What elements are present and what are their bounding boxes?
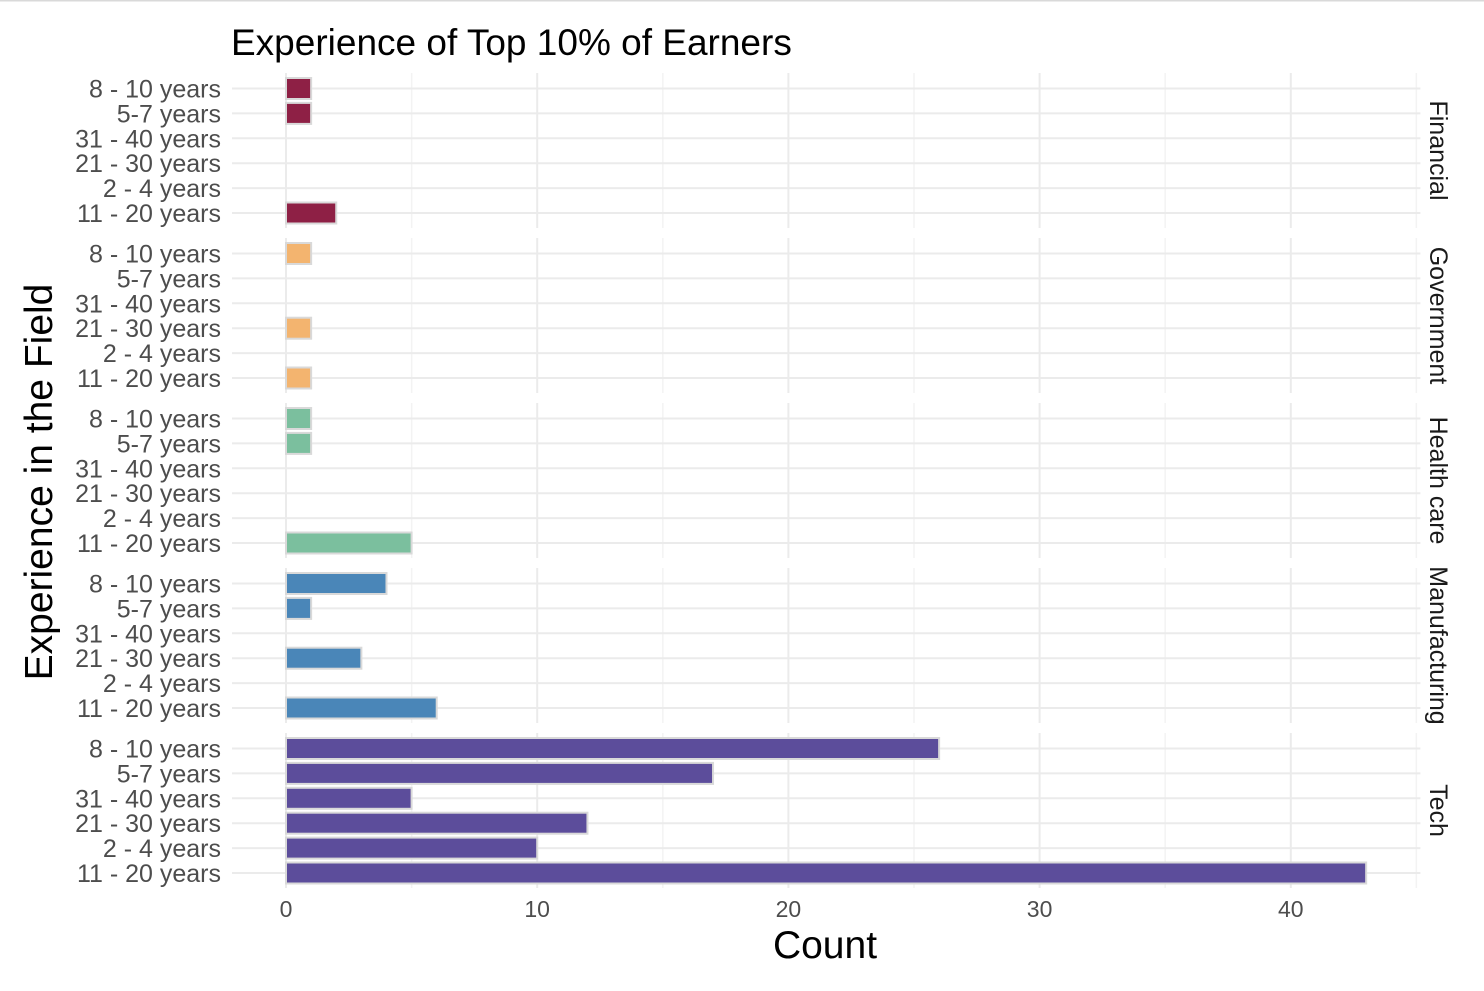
y-tick-label: 11 - 20 years [77, 530, 221, 558]
y-tick-label: 5-7 years [117, 265, 221, 293]
x-axis-title: Count [773, 924, 877, 967]
bar-tech-8-10-years [285, 737, 941, 760]
y-axis-title: Experience in the Field [18, 284, 61, 681]
x-tick-label: 40 [1278, 896, 1304, 922]
y-tick-label: 11 - 20 years [77, 200, 221, 228]
facet-strip-label-health-care: Health care [1424, 417, 1452, 545]
facet-strip-label-manufacturing: Manufacturing [1424, 566, 1452, 724]
y-tick-label: 31 - 40 years [75, 290, 221, 318]
bar-financial-5-7-years [285, 101, 313, 125]
bar-tech-5-7-years [285, 761, 715, 785]
y-tick-label: 11 - 20 years [77, 695, 221, 723]
y-tick-label: 2 - 4 years [103, 340, 221, 368]
y-tick-label: 5-7 years [117, 760, 221, 788]
y-tick-label: 21 - 30 years [75, 480, 221, 508]
bar-health-care-11-20-years [285, 531, 413, 555]
x-tick-label: 10 [524, 896, 550, 922]
y-tick-label: 21 - 30 years [75, 645, 221, 673]
x-tick-label: 20 [776, 896, 802, 922]
bar-manufacturing-21-30-years [285, 646, 363, 670]
y-tick-label: 21 - 30 years [75, 315, 221, 343]
y-tick-label: 5-7 years [117, 100, 221, 128]
bar-tech-11-20-years [285, 861, 1368, 885]
y-tick-label: 21 - 30 years [75, 150, 221, 178]
chart-title: Experience of Top 10% of Earners [231, 22, 792, 63]
y-tick-label: 8 - 10 years [89, 406, 221, 434]
bar-financial-8-10-years [285, 77, 313, 100]
facet-strip-label-tech: Tech [1424, 784, 1452, 837]
y-tick-label: 8 - 10 years [89, 736, 221, 764]
y-tick-label: 5-7 years [117, 430, 221, 458]
y-tick-label: 2 - 4 years [103, 835, 221, 863]
x-tick-label: 30 [1027, 896, 1053, 922]
facet-strip-label-financial: Financial [1424, 100, 1452, 200]
bar-tech-21-30-years [285, 811, 589, 835]
bar-tech-31-40-years [285, 786, 413, 810]
y-tick-label: 21 - 30 years [75, 810, 221, 838]
y-tick-label: 31 - 40 years [75, 125, 221, 153]
bar-government-21-30-years [285, 316, 313, 340]
bar-tech-2-4-years [285, 836, 539, 860]
y-tick-label: 2 - 4 years [103, 505, 221, 533]
y-tick-label: 31 - 40 years [75, 620, 221, 648]
bar-financial-11-20-years [285, 201, 338, 225]
x-tick-label: 0 [280, 896, 293, 922]
bar-manufacturing-8-10-years [285, 572, 388, 595]
y-tick-label: 11 - 20 years [77, 860, 221, 888]
bar-government-8-10-years [285, 242, 313, 265]
y-tick-label: 31 - 40 years [75, 785, 221, 813]
bar-manufacturing-11-20-years [285, 696, 438, 720]
bar-health-care-8-10-years [285, 407, 313, 430]
y-tick-label: 2 - 4 years [103, 670, 221, 698]
y-tick-label: 5-7 years [117, 595, 221, 623]
y-tick-label: 8 - 10 years [89, 76, 221, 104]
y-tick-label: 11 - 20 years [77, 365, 221, 393]
y-tick-label: 31 - 40 years [75, 455, 221, 483]
y-tick-label: 8 - 10 years [89, 241, 221, 269]
bar-government-11-20-years [285, 366, 313, 390]
y-tick-label: 8 - 10 years [89, 571, 221, 599]
facet-strip-label-government: Government [1424, 247, 1452, 385]
bar-manufacturing-5-7-years [285, 596, 313, 620]
y-tick-label: 2 - 4 years [103, 175, 221, 203]
bar-health-care-5-7-years [285, 431, 313, 455]
